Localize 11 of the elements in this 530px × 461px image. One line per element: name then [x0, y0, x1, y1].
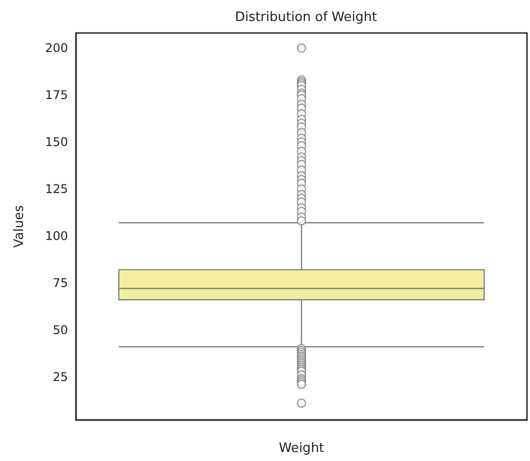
y-tick-label: 50: [52, 322, 68, 337]
y-tick-label: 175: [45, 88, 68, 102]
x-axis-title: Weight: [278, 441, 324, 456]
chart-title: Distribution of Weight: [235, 10, 377, 25]
y-axis-title: Values: [12, 205, 27, 248]
y-tick-label: 150: [45, 134, 68, 149]
y-tick-label: 200: [45, 41, 68, 56]
y-tick-label: 100: [45, 228, 68, 243]
y-tick-label: 25: [52, 370, 68, 384]
y-tick-label: 75: [52, 276, 68, 290]
y-tick-label: 125: [45, 182, 68, 196]
